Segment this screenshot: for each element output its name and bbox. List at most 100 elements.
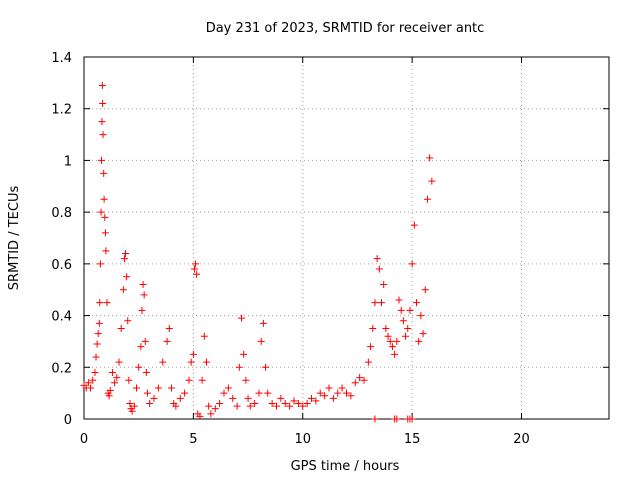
data-point (98, 118, 106, 126)
data-point (384, 332, 392, 340)
data-point (192, 260, 200, 268)
data-point (190, 265, 198, 273)
data-point (246, 402, 254, 410)
data-point (207, 410, 215, 418)
data-point (351, 379, 359, 387)
data-point (193, 270, 201, 278)
data-point (117, 325, 125, 332)
data-point (244, 394, 252, 402)
data-point (125, 376, 133, 384)
x-tick-label: 10 (294, 432, 311, 447)
data-point (264, 389, 272, 397)
data-point (220, 389, 228, 397)
y-tick-label: 1.4 (51, 51, 72, 66)
data-point (98, 81, 106, 89)
data-point (92, 353, 100, 361)
data-point (115, 358, 123, 366)
data-point (325, 384, 333, 392)
data-point (163, 337, 171, 345)
data-point (329, 394, 337, 402)
data-point (303, 399, 311, 407)
data-point (428, 177, 436, 185)
data-point (122, 250, 130, 258)
data-point (113, 374, 121, 382)
data-point (347, 392, 355, 400)
data-point (397, 306, 405, 314)
data-point (299, 402, 307, 410)
x-tick-label: 5 (189, 432, 197, 447)
data-point (102, 247, 110, 255)
data-point (133, 384, 140, 392)
x-axis-label: GPS time / hours (291, 459, 400, 474)
data-point (404, 325, 412, 332)
data-point (373, 255, 381, 263)
plot-frame (83, 56, 610, 420)
data-point (393, 415, 401, 423)
data-point (393, 337, 401, 345)
data-points (80, 81, 436, 423)
y-tick-label: 0.8 (51, 206, 72, 221)
data-point (150, 394, 158, 402)
data-point (423, 195, 431, 203)
data-point (130, 402, 138, 410)
data-point (96, 299, 104, 307)
data-point (99, 131, 107, 139)
y-tick-label: 0.4 (51, 310, 72, 325)
data-point (413, 299, 420, 307)
data-point (89, 376, 97, 384)
data-point (103, 299, 111, 307)
x-tick-label: 0 (80, 432, 88, 447)
data-point (138, 306, 146, 314)
x-tick-label: 20 (513, 432, 530, 447)
data-point (119, 286, 127, 294)
data-point (172, 402, 180, 410)
data-point (281, 399, 289, 407)
data-point (375, 265, 383, 273)
data-point (360, 376, 368, 384)
y-tick-label: 1 (64, 154, 72, 169)
data-point (402, 332, 410, 340)
data-point (399, 317, 407, 325)
data-point (415, 337, 423, 345)
data-point (140, 291, 148, 299)
data-point (196, 412, 204, 420)
data-point (97, 208, 105, 216)
data-point (410, 221, 418, 229)
data-point (120, 255, 128, 263)
data-point (187, 358, 195, 366)
data-point (364, 358, 372, 366)
data-point (165, 325, 173, 332)
data-point (343, 389, 350, 397)
data-point (198, 376, 206, 384)
data-point (95, 319, 103, 327)
data-point (185, 376, 193, 384)
data-point (211, 405, 219, 413)
data-point (388, 343, 396, 351)
data-point (205, 402, 213, 410)
x-tick-label: 15 (404, 432, 421, 447)
data-point (408, 260, 416, 268)
data-point (238, 314, 245, 322)
data-point (168, 384, 175, 392)
data-point (108, 368, 116, 376)
data-point (395, 296, 403, 304)
data-point (386, 337, 394, 345)
y-axis-label: SRMTID / TECUs (7, 186, 22, 291)
data-point (216, 399, 224, 407)
data-point (334, 389, 342, 397)
y-tick-label: 0 (64, 413, 72, 428)
data-point (84, 379, 92, 387)
data-point (126, 399, 134, 407)
data-point (294, 399, 302, 407)
data-point (408, 415, 416, 423)
data-point (316, 389, 324, 397)
data-point (290, 397, 298, 405)
data-point (100, 169, 108, 177)
data-point (146, 399, 154, 407)
data-point (181, 389, 189, 397)
data-point (235, 363, 243, 371)
data-point (106, 387, 114, 395)
data-point (94, 330, 102, 338)
